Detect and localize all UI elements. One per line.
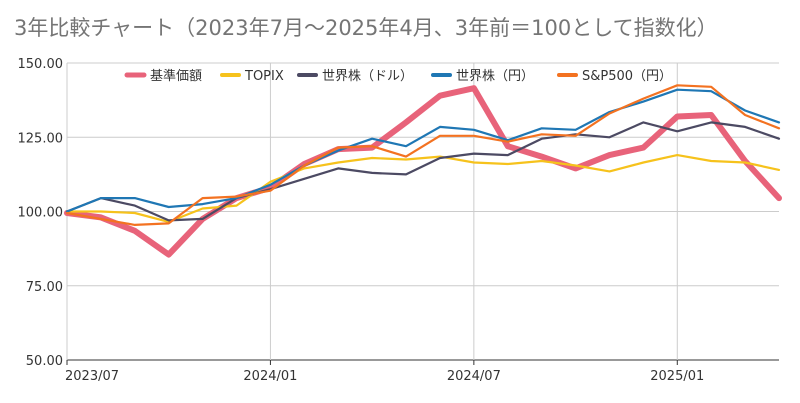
series-line-2	[65, 121, 781, 222]
x-tick-label: 2025/01	[650, 369, 704, 384]
y-tick-label: 75.00	[26, 280, 63, 295]
x-tick-label: 2024/07	[447, 369, 501, 384]
x-tick-label: 2024/01	[243, 369, 297, 384]
series-line-3	[65, 88, 781, 213]
legend-label-0: 基準価額	[150, 68, 202, 84]
series-line-4	[65, 84, 781, 226]
y-tick-label: 50.00	[26, 354, 63, 369]
series-line-0	[64, 85, 782, 258]
x-tick-label: 2023/07	[65, 369, 119, 384]
legend-label-3: 世界株（円）	[456, 69, 534, 84]
chart-title: 3年比較チャート（2023年7月～2025年4月、3年前＝100として指数化）	[14, 16, 718, 40]
series-line-1	[65, 154, 781, 223]
legend-label-4: S&P500（円）	[582, 69, 672, 84]
legend-label-2: 世界株（ドル）	[322, 69, 413, 84]
y-tick-label: 150.00	[18, 57, 64, 72]
y-tick-label: 125.00	[18, 131, 64, 146]
y-tick-label: 100.00	[18, 206, 64, 221]
legend-label-1: TOPIX	[244, 69, 284, 84]
